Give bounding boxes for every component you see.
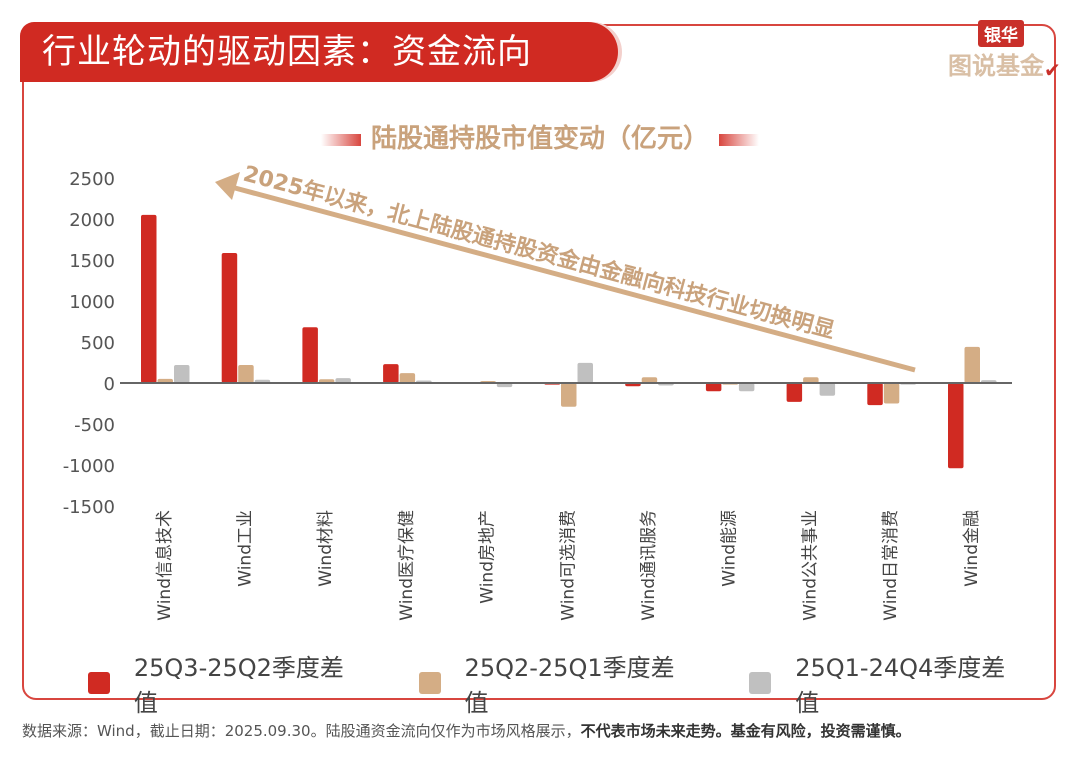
- footer-bold: 不代表市场未来走势。基金有风险，投资需谨慎。: [580, 722, 911, 740]
- y-tick-label: -500: [74, 415, 115, 436]
- bar: [399, 373, 416, 383]
- bar: [302, 327, 318, 383]
- bar: [883, 383, 900, 404]
- y-tick-label: -1000: [63, 456, 115, 477]
- x-tick-label: Wind日常消费: [881, 510, 901, 621]
- legend-swatch: [418, 672, 441, 694]
- bar: [157, 378, 173, 383]
- y-tick-label: 500: [81, 333, 115, 354]
- bar: [577, 362, 593, 383]
- bar: [221, 253, 238, 383]
- bar: [174, 364, 190, 383]
- bar: [819, 383, 836, 396]
- bar: [238, 364, 254, 383]
- y-tick-label: 2000: [69, 210, 115, 231]
- x-tick-label: Wind房地产: [478, 510, 498, 604]
- y-tick-label: -1500: [63, 497, 115, 518]
- x-tick-label: Wind可选消费: [558, 510, 578, 621]
- legend-label: 25Q2-25Q1季度差值: [464, 654, 675, 717]
- check-icon: ✔: [1044, 58, 1061, 82]
- y-tick-label: 0: [104, 374, 115, 395]
- bar: [786, 383, 803, 402]
- chart-title-row: 陆股通持股市值变动（亿元）: [0, 118, 1080, 155]
- legend-label: 25Q1-24Q4季度差值: [795, 654, 1006, 717]
- bar: [867, 383, 883, 406]
- legend-item: 25Q2-25Q1季度差值: [418, 648, 698, 718]
- annotation-arrow: [234, 185, 916, 373]
- legend-swatch: [749, 672, 772, 694]
- bar: [803, 377, 819, 383]
- bar: [948, 383, 964, 469]
- page-title: 行业轮动的驱动因素：资金流向: [20, 22, 618, 82]
- legend: 25Q3-25Q2季度差值 25Q2-25Q1季度差值 25Q1-24Q4季度差值: [88, 648, 1080, 718]
- bar: [964, 346, 980, 383]
- chart-title: 陆股通持股市值变动（亿元）: [370, 124, 709, 154]
- bar: [561, 383, 577, 407]
- x-tick-label: Wind能源: [720, 510, 740, 587]
- legend-label: 25Q3-25Q2季度差值: [133, 654, 344, 717]
- y-tick-label: 1500: [69, 251, 115, 272]
- bar: [738, 383, 755, 392]
- logo-top: 银华: [978, 20, 1024, 47]
- x-tick-label: Wind公共事业: [800, 510, 820, 621]
- bar: [383, 364, 399, 383]
- legend-swatch: [88, 672, 110, 694]
- x-tick-label: Wind材料: [316, 510, 336, 587]
- x-tick-label: Wind工业: [235, 510, 255, 587]
- y-tick-label: 2500: [69, 169, 115, 190]
- footer-note: 数据来源：Wind，截止日期：2025.09.30。陆股通资金流向仅作为市场风格…: [22, 720, 911, 741]
- logo-bottom: 图说基金: [948, 52, 1044, 80]
- bar: [141, 214, 157, 383]
- x-tick-label: Wind金融: [962, 510, 982, 587]
- bar: [335, 378, 351, 383]
- legend-item: 25Q1-24Q4季度差值: [749, 648, 1028, 718]
- arrowhead-icon: [215, 172, 240, 200]
- x-tick-label: Wind通讯服务: [639, 510, 659, 621]
- footer-normal: 数据来源：Wind，截止日期：2025.09.30。陆股通资金流向仅作为市场风格…: [22, 722, 581, 740]
- legend-item: 25Q3-25Q2季度差值: [88, 648, 367, 718]
- x-tick-label: Wind信息技术: [155, 510, 175, 621]
- decor-dash-left: [320, 133, 361, 146]
- x-tick-label: Wind医疗保健: [397, 510, 417, 621]
- bar: [641, 377, 658, 383]
- brand-logo: 银华 图说基金 ✔: [948, 20, 1061, 84]
- annotation-text: 2025年以来，北上陆股通持股资金由金融向科技行业切换明显: [240, 161, 837, 344]
- decor-dash-right: [719, 133, 759, 146]
- bar: [496, 383, 513, 388]
- bar: [705, 383, 722, 392]
- y-tick-label: 1000: [69, 292, 115, 313]
